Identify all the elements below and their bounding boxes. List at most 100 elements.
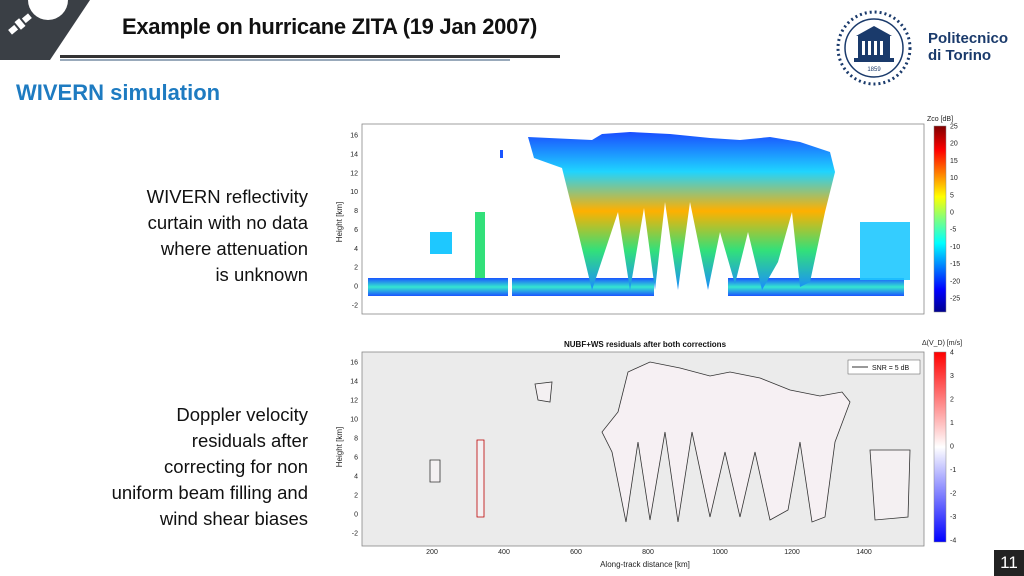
caption-line: is unknown	[215, 264, 308, 285]
y-axis-label: Height [km]	[335, 427, 344, 467]
y-tick-label: 4	[354, 474, 358, 481]
low-cloud-layer	[728, 278, 904, 296]
y-tick-label: 12	[350, 170, 358, 177]
caption-line: wind shear biases	[159, 508, 308, 529]
institution-line2: di Torino	[928, 47, 992, 64]
doppler-residual-figure: NUBF+WS residuals after both corrections…	[335, 340, 962, 569]
colorbar-tick-label: 25	[950, 124, 958, 131]
plot-title: NUBF+WS residuals after both corrections	[564, 340, 727, 349]
small-cloud-cell	[860, 222, 910, 280]
y-tick-label: 14	[350, 379, 358, 386]
page-number: 11	[994, 550, 1024, 576]
colorbar-tick-label: 10	[950, 175, 958, 182]
colorbar-tick-label: 20	[950, 141, 958, 148]
y-tick-label: 10	[350, 417, 358, 424]
y-axis-ticks: 16 14 12 10 8 6 4 2 0 -2	[350, 133, 358, 310]
small-cloud-cell	[475, 212, 485, 278]
y-tick-label: 2	[354, 265, 358, 272]
colorbar-tick-label: 1	[950, 420, 954, 427]
x-tick-label: 800	[642, 549, 654, 556]
title-underline-accent	[60, 59, 510, 61]
reflectivity-caption: WIVERN reflectivity curtain with no data…	[48, 184, 308, 288]
colorbar-tick-label: 3	[950, 373, 954, 380]
colorbar-label: Δ(V_D) [m/s]	[922, 340, 962, 347]
colorbar-tick-label: 5	[950, 192, 954, 199]
caption-line: curtain with no data	[147, 212, 308, 233]
colorbar-tick-label: -1	[950, 467, 956, 474]
colorbar-tick-label: 2	[950, 397, 954, 404]
y-tick-label: 14	[350, 151, 358, 158]
colorbar-tick-label: -15	[950, 261, 960, 268]
caption-line: Doppler velocity	[176, 404, 308, 425]
section-title: WIVERN simulation	[16, 80, 221, 105]
y-tick-label: 0	[354, 284, 358, 291]
y-tick-label: -2	[352, 303, 358, 310]
colorbar-tick-label: -4	[950, 538, 956, 545]
y-tick-label: 12	[350, 398, 358, 405]
colorbar	[933, 351, 947, 543]
legend	[847, 359, 921, 375]
institution-line1: Politecnico	[928, 30, 1009, 47]
residual-cell	[429, 459, 441, 483]
colorbar-ticks: 25 20 15 10 5 0 -5 -10 -15 -20 -25	[950, 124, 960, 303]
residual-cell	[534, 381, 553, 403]
y-tick-label: 8	[354, 208, 358, 215]
politecnico-logo: 1859	[836, 10, 912, 86]
caption-line: WIVERN reflectivity	[146, 186, 308, 207]
x-tick-label: 400	[498, 549, 510, 556]
founded-year: 1859	[867, 67, 881, 73]
colorbar-tick-label: 15	[950, 158, 958, 165]
x-tick-label: 200	[426, 549, 438, 556]
colorbar-tick-label: -2	[950, 491, 956, 498]
low-cloud-layer	[368, 278, 508, 296]
y-tick-label: 16	[350, 133, 358, 140]
institution-name: Politecnico di Torino	[928, 30, 1008, 64]
caption-line: correcting for non	[164, 456, 308, 477]
legend-label: SNR = 5 dB	[872, 365, 909, 372]
colorbar	[933, 125, 947, 313]
y-tick-label: 2	[354, 493, 358, 500]
residual-cloud	[601, 361, 851, 523]
y-axis-label: Height [km]	[335, 202, 344, 242]
colorbar-label: Zco [dB]	[927, 116, 953, 123]
caption-line: where attenuation	[160, 238, 308, 259]
y-tick-label: 10	[350, 189, 358, 196]
y-tick-label: 6	[354, 227, 358, 234]
colorbar-tick-label: 0	[950, 444, 954, 451]
colorbar-tick-label: 4	[950, 350, 954, 357]
x-axis-label: Along-track distance [km]	[600, 560, 690, 569]
x-tick-label: 1200	[784, 549, 800, 556]
corner-decoration	[0, 0, 90, 60]
y-tick-label: 6	[354, 455, 358, 462]
slide-title: Example on hurricane ZITA (19 Jan 2007)	[122, 14, 538, 39]
residual-cell	[869, 449, 911, 521]
x-axis-ticks: 200 400 600 800 1000 1200 1400	[426, 549, 872, 556]
colorbar-ticks: 4 3 2 1 0 -1 -2 -3 -4	[950, 350, 956, 545]
x-tick-label: 600	[570, 549, 582, 556]
colorbar-tick-label: 0	[950, 210, 954, 217]
colorbar-tick-label: -10	[950, 244, 960, 251]
y-tick-label: 0	[354, 512, 358, 519]
y-tick-label: -2	[352, 531, 358, 538]
small-cloud-cell	[430, 232, 452, 254]
y-axis-ticks: 16 14 12 10 8 6 4 2 0 -2	[350, 360, 358, 538]
colorbar-tick-label: -25	[950, 296, 960, 303]
hurricane-cloud-echo	[528, 132, 835, 290]
colorbar-tick-label: -5	[950, 227, 956, 234]
x-tick-label: 1400	[856, 549, 872, 556]
caption-line: uniform beam filling and	[111, 482, 308, 503]
x-tick-label: 1000	[712, 549, 728, 556]
y-tick-label: 8	[354, 436, 358, 443]
y-tick-label: 4	[354, 246, 358, 253]
caption-line: residuals after	[191, 430, 308, 451]
title-underline	[60, 55, 560, 58]
low-cloud-layer	[512, 278, 654, 296]
satellite-icon	[8, 13, 32, 35]
residual-cell	[476, 439, 485, 518]
doppler-caption: Doppler velocity residuals after correct…	[48, 402, 308, 532]
y-tick-label: 16	[350, 360, 358, 367]
speck	[500, 150, 503, 158]
colorbar-tick-label: -20	[950, 278, 960, 285]
colorbar-tick-label: -3	[950, 514, 956, 521]
